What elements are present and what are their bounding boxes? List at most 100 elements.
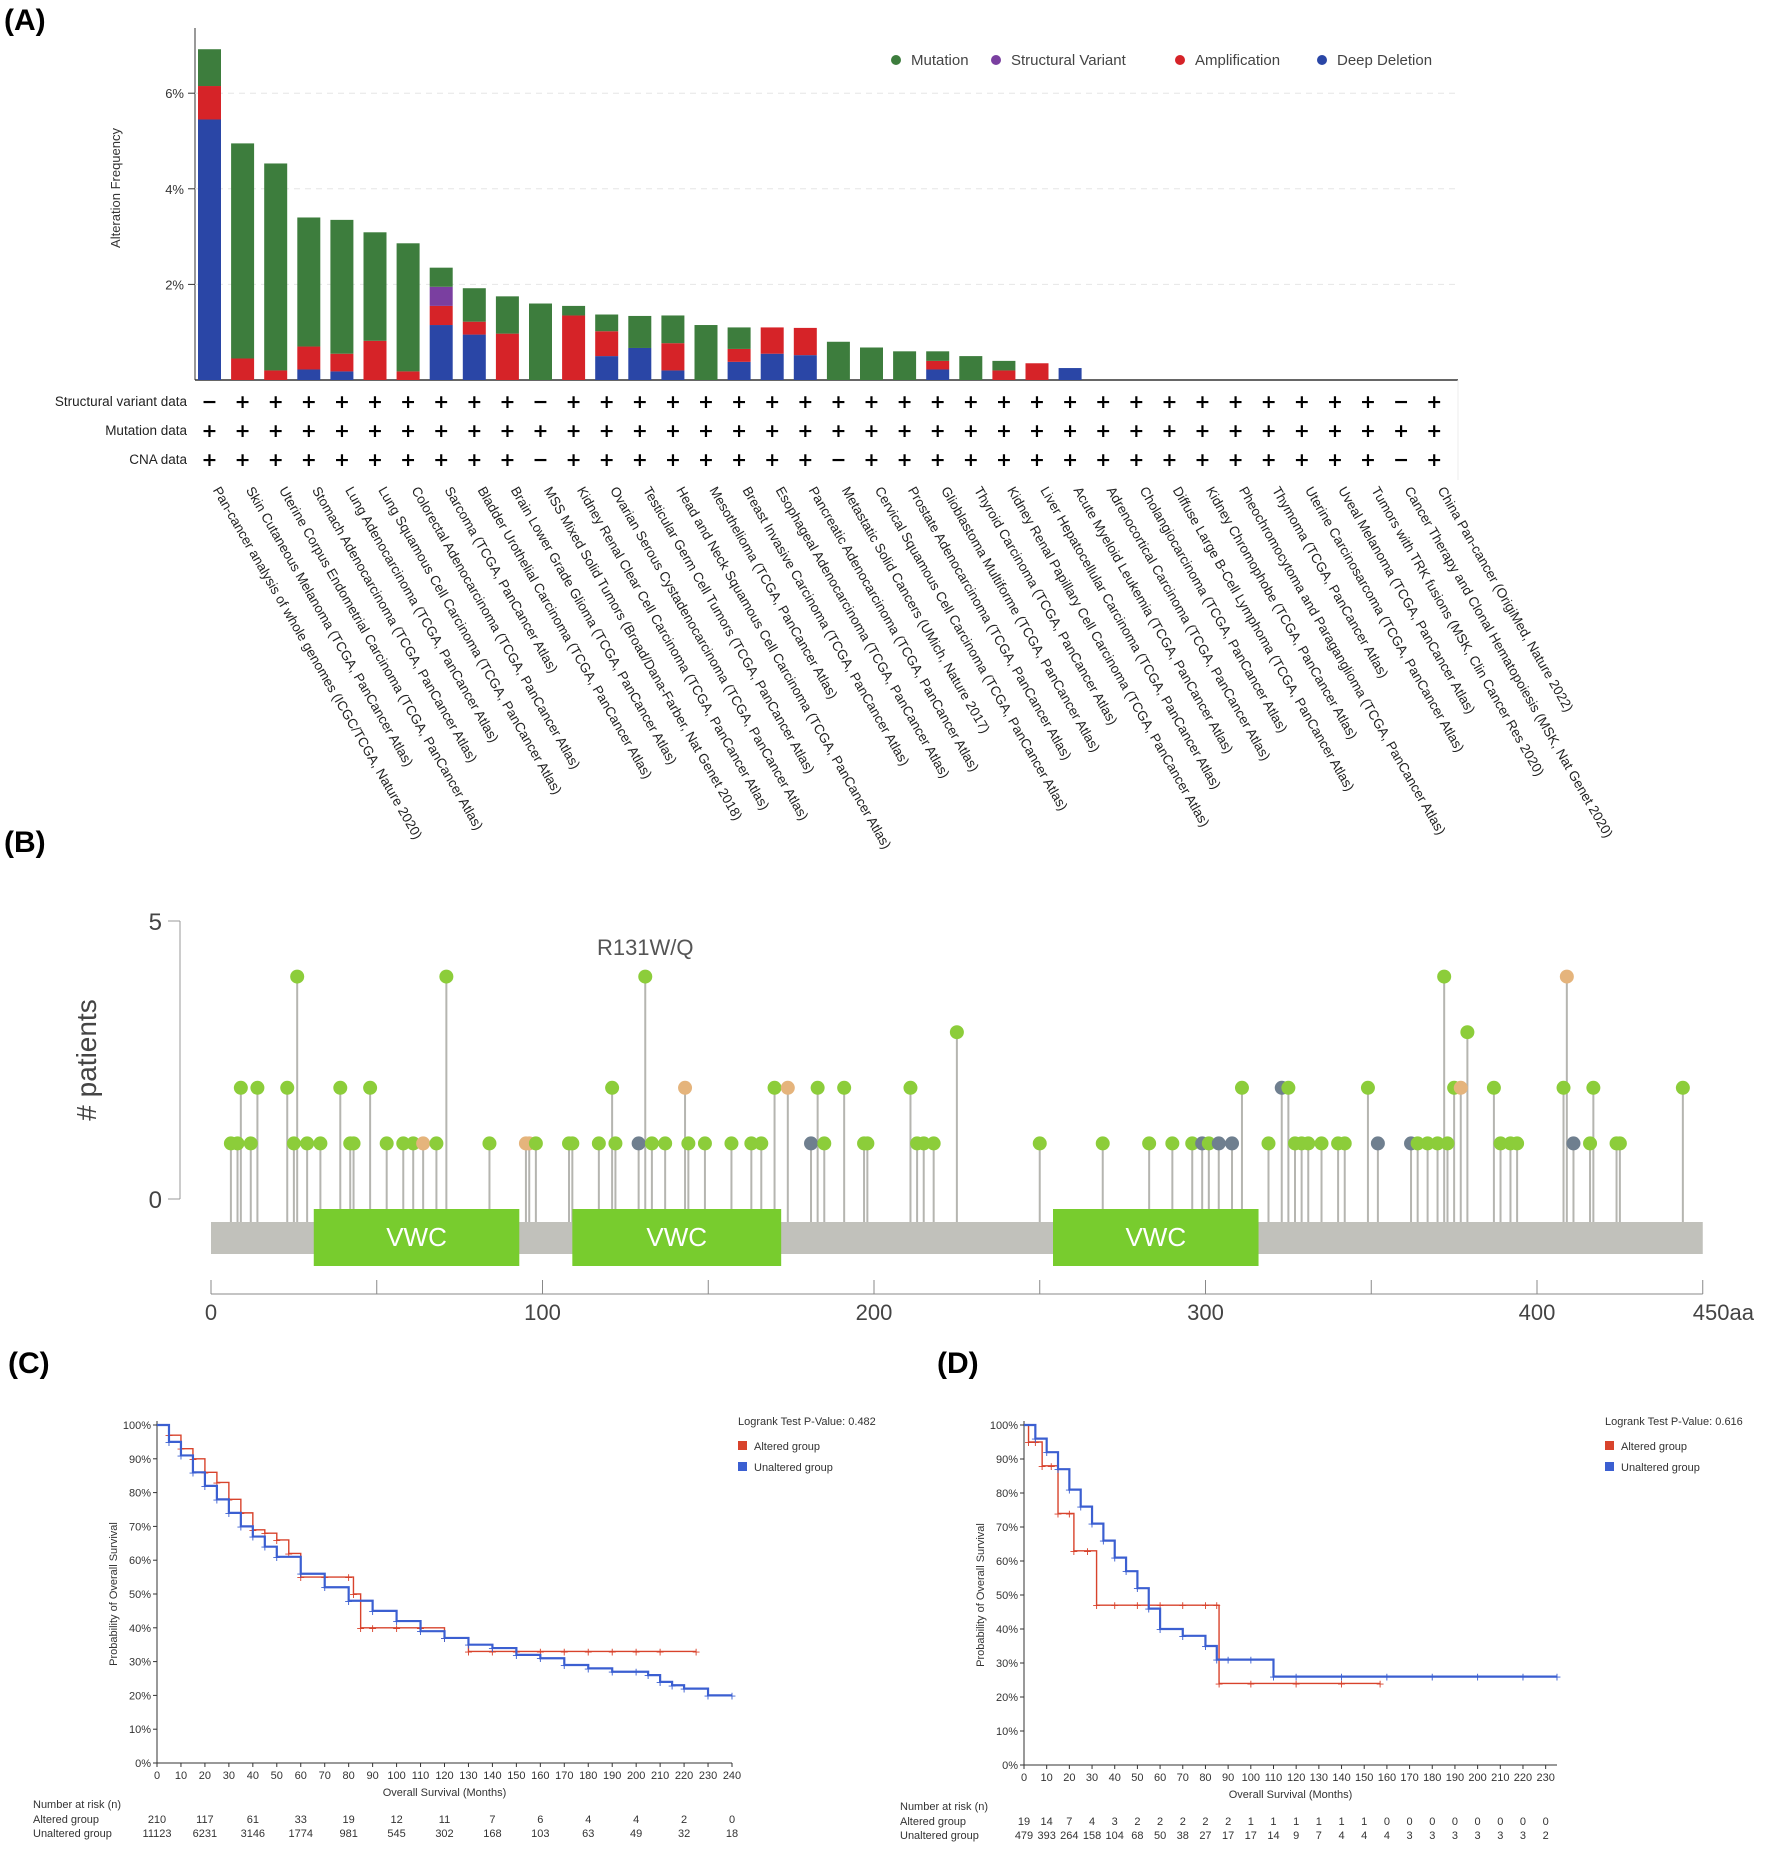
lollipop-head bbox=[1281, 1080, 1296, 1095]
risk-count: 1 bbox=[1361, 1816, 1367, 1828]
availability-mark: + bbox=[698, 449, 714, 471]
availability-mark: + bbox=[1095, 391, 1111, 413]
risk-count: 1 bbox=[1293, 1816, 1299, 1828]
risk-count: 0 bbox=[1497, 1816, 1503, 1828]
lollipop-head bbox=[744, 1136, 759, 1151]
availability-mark: + bbox=[301, 391, 317, 413]
censor-mark: + bbox=[1144, 1603, 1153, 1616]
mutation-annotation: R131W/Q bbox=[597, 935, 694, 960]
availability-mark: + bbox=[566, 449, 582, 471]
bar-segment bbox=[562, 315, 586, 380]
lollipop-head bbox=[1234, 1080, 1249, 1095]
risk-count: 4 bbox=[1384, 1830, 1390, 1842]
survival-chart-c: 0%10%20%30%40%50%60%70%80%90%100%0 10 20 30… bbox=[33, 1416, 876, 1840]
lollipop-head bbox=[1460, 1025, 1475, 1040]
censor-mark: + bbox=[464, 1639, 473, 1652]
x-tick-label: 160 bbox=[1378, 1772, 1396, 1784]
availability-mark: + bbox=[566, 391, 582, 413]
availability-mark: + bbox=[996, 391, 1012, 413]
censor-mark: + bbox=[1038, 1460, 1047, 1473]
lollipop-head bbox=[631, 1136, 646, 1151]
lollipop-head bbox=[608, 1136, 623, 1151]
risk-count: 3146 bbox=[241, 1828, 265, 1840]
lollipop-head bbox=[658, 1136, 673, 1151]
censor-mark: + bbox=[212, 1493, 221, 1506]
availability-mark: + bbox=[1327, 420, 1343, 442]
censor-mark: + bbox=[392, 1622, 401, 1635]
x-tick-label: 10 bbox=[1041, 1772, 1053, 1784]
censor-mark: + bbox=[1292, 1671, 1301, 1684]
unaltered-curve bbox=[1024, 1423, 1557, 1678]
bar-segment bbox=[893, 351, 917, 380]
y-tick-label: 20% bbox=[129, 1690, 151, 1702]
bar-segment bbox=[462, 288, 486, 322]
legend-marker bbox=[738, 1441, 747, 1450]
x-tick-label: 200 bbox=[856, 1300, 893, 1325]
bar-segment bbox=[793, 327, 817, 356]
y-axis-label: # patients bbox=[71, 999, 102, 1120]
censor-mark: + bbox=[1155, 1623, 1164, 1636]
censor-mark: + bbox=[727, 1689, 736, 1702]
availability-mark: + bbox=[268, 449, 284, 471]
panel-b-label: (B) bbox=[4, 826, 46, 859]
altered-curve bbox=[157, 1424, 697, 1653]
risk-count: 3 bbox=[1452, 1830, 1458, 1842]
risk-count: 50 bbox=[1154, 1830, 1166, 1842]
unaltered-curve bbox=[157, 1423, 732, 1697]
censor-mark: + bbox=[1246, 1654, 1255, 1667]
availability-mark: + bbox=[433, 449, 449, 471]
censor-mark: + bbox=[679, 1683, 688, 1696]
y-tick-label: 0% bbox=[1002, 1760, 1018, 1772]
availability-mark: + bbox=[996, 449, 1012, 471]
lollipop-head bbox=[333, 1080, 348, 1095]
x-tick-label: 110 bbox=[1265, 1772, 1283, 1784]
risk-count: 981 bbox=[339, 1828, 357, 1840]
risk-count: 2 bbox=[1134, 1816, 1140, 1828]
censor-mark: + bbox=[1201, 1599, 1210, 1612]
availability-mark: + bbox=[599, 391, 615, 413]
risk-count: 210 bbox=[148, 1814, 166, 1826]
bar-segment bbox=[198, 119, 221, 381]
censor-mark: + bbox=[344, 1571, 353, 1584]
lollipop-head bbox=[286, 1136, 301, 1151]
availability-mark: + bbox=[632, 420, 648, 442]
bar-segment bbox=[595, 314, 619, 332]
risk-count: 0 bbox=[729, 1814, 735, 1826]
availability-mark: + bbox=[1161, 391, 1177, 413]
legend-marker bbox=[738, 1462, 747, 1471]
availability-mark: − bbox=[533, 391, 549, 413]
x-tick-label: 0 bbox=[205, 1300, 217, 1325]
availability-mark: + bbox=[1228, 449, 1244, 471]
x-tick-label: 0 bbox=[154, 1770, 160, 1782]
lollipop-head bbox=[926, 1136, 941, 1151]
censor-mark: + bbox=[1053, 1463, 1062, 1476]
risk-count: 2 bbox=[1180, 1816, 1186, 1828]
legend-label: Unaltered group bbox=[1621, 1462, 1700, 1474]
risk-count: 9 bbox=[1293, 1830, 1299, 1842]
lollipop-head bbox=[1301, 1136, 1316, 1151]
availability-mark: + bbox=[1228, 420, 1244, 442]
legend-marker bbox=[991, 55, 1001, 65]
y-tick-label: 4% bbox=[165, 182, 184, 197]
y-tick-label: 80% bbox=[129, 1488, 151, 1500]
legend-label: Amplification bbox=[1195, 52, 1280, 69]
vwc-domain bbox=[572, 1209, 782, 1266]
lollipop-head bbox=[1510, 1136, 1525, 1151]
bar-segment bbox=[694, 325, 718, 380]
risk-count: 14 bbox=[1267, 1830, 1279, 1842]
bar-segment bbox=[330, 353, 354, 372]
x-tick-label: 100 bbox=[1242, 1772, 1260, 1784]
lollipop-head bbox=[591, 1136, 606, 1151]
lollipop-head bbox=[837, 1080, 852, 1095]
bar-segment bbox=[926, 360, 950, 370]
availability-mark: + bbox=[1360, 449, 1376, 471]
risk-count: 14 bbox=[1041, 1816, 1053, 1828]
censor-mark: + bbox=[1092, 1599, 1101, 1612]
availability-mark: + bbox=[1360, 420, 1376, 442]
availability-mark: + bbox=[1128, 420, 1144, 442]
y-tick-label: 6% bbox=[165, 86, 184, 101]
risk-count: 158 bbox=[1083, 1830, 1101, 1842]
risk-count: 479 bbox=[1015, 1830, 1033, 1842]
lollipop-head bbox=[416, 1136, 431, 1151]
availability-mark: + bbox=[1195, 449, 1211, 471]
